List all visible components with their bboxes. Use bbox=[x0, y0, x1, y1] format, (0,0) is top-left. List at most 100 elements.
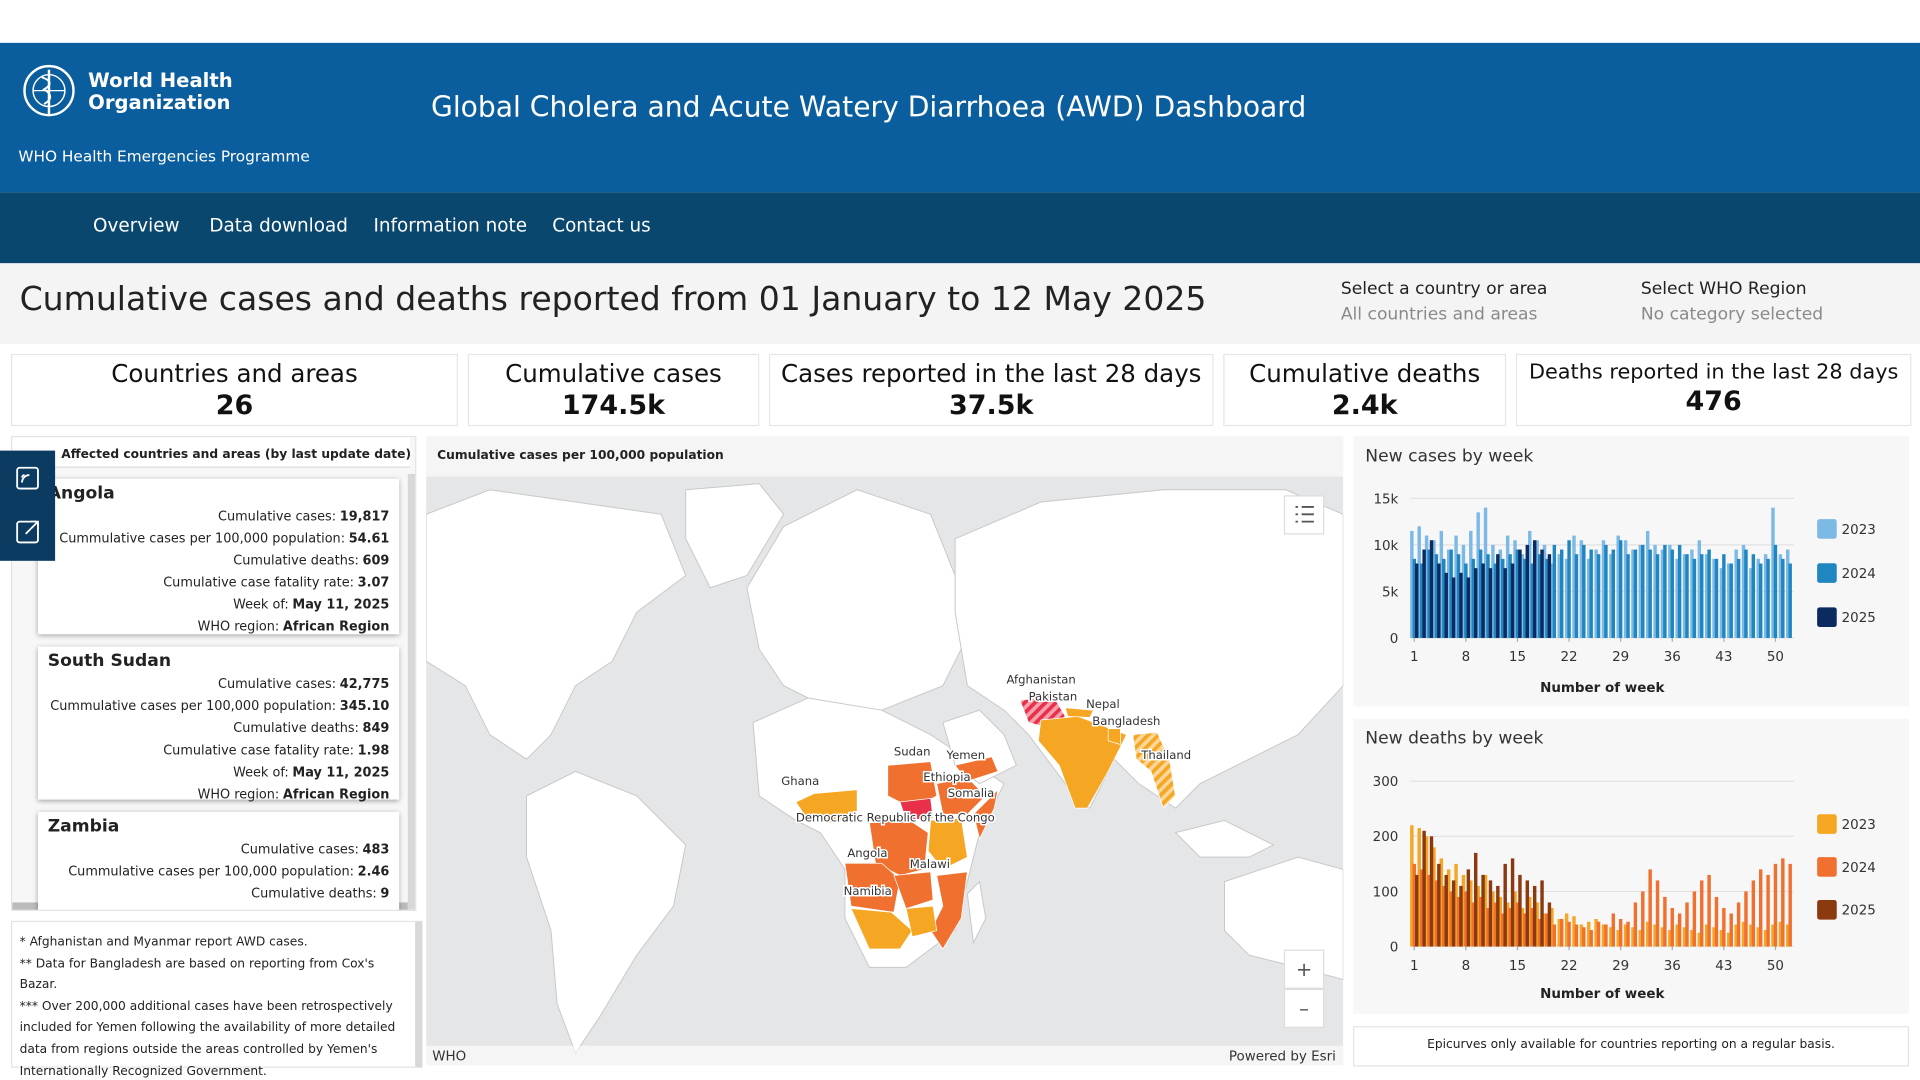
nav-link[interactable]: Overview bbox=[93, 214, 180, 237]
legend-button[interactable] bbox=[1283, 495, 1325, 535]
field-label: Cummulative cases per 100,000 population… bbox=[59, 531, 346, 547]
field-label: Cumulative cases: bbox=[240, 842, 359, 858]
org-line: World Health bbox=[88, 68, 233, 92]
map-credit: WHO bbox=[432, 1049, 466, 1064]
who-emblem bbox=[23, 64, 75, 117]
map-label: Ghana bbox=[781, 774, 819, 788]
kpi-label: Countries and areas bbox=[111, 358, 358, 389]
kpi-value: 174.5k bbox=[561, 390, 666, 422]
field: Cumulative cases: 483 bbox=[38, 839, 399, 861]
map-label: Bangladesh bbox=[1092, 714, 1160, 728]
field-label: Week of: bbox=[233, 765, 289, 780]
scrollbar[interactable] bbox=[407, 473, 416, 910]
country-name: South Sudan bbox=[47, 651, 172, 672]
field-label: Cumulative deaths: bbox=[233, 721, 359, 736]
filter-label: Select WHO Region bbox=[1640, 279, 1807, 299]
filter-label: Select a country or area bbox=[1340, 279, 1548, 299]
map-header: Cumulative cases per 100,000 population bbox=[426, 435, 1344, 477]
note: * Afghanistan and Myanmar report AWD cas… bbox=[19, 935, 308, 949]
field-label: Cumulative cases: bbox=[218, 509, 337, 525]
programme: WHO Health Emergencies Programme bbox=[18, 146, 310, 166]
zoom-controls[interactable]: + – bbox=[1283, 949, 1325, 1028]
map-label: Yemen bbox=[946, 748, 986, 762]
field-value: 849 bbox=[362, 721, 390, 736]
map-label: Nepal bbox=[1086, 697, 1120, 711]
org-name: World Health Organization bbox=[88, 68, 233, 114]
field-label: Week of: bbox=[233, 597, 289, 613]
map-label: Democratic Republic of the Congo bbox=[796, 811, 995, 825]
side-toolbar bbox=[0, 450, 56, 561]
kpi-value: 37.5k bbox=[949, 390, 1034, 422]
field-label: WHO region: bbox=[197, 619, 280, 635]
kpi-card: Cumulative cases 174.5k bbox=[467, 353, 760, 427]
country-list: Affected countries and areas (by last up… bbox=[11, 435, 417, 912]
org-line: Organization bbox=[88, 90, 231, 114]
filter[interactable]: Select WHO Region No category selected bbox=[1641, 279, 1823, 324]
chart-panel bbox=[1353, 435, 1909, 707]
field-value: 9 bbox=[380, 886, 390, 902]
map-label: Somalia bbox=[948, 786, 995, 800]
kpi-card: Cases reported in the last 28 days 37.5k bbox=[768, 353, 1214, 427]
list-header bbox=[12, 437, 411, 468]
field: Cummulative cases per 100,000 population… bbox=[38, 861, 399, 883]
notes: * Afghanistan and Myanmar report AWD cas… bbox=[11, 920, 423, 1078]
kpi-card: Deaths reported in the last 28 days 476 bbox=[1515, 353, 1912, 427]
filter-value[interactable]: All countries and areas bbox=[1340, 304, 1538, 325]
map[interactable]: Afghanistan Pakistan Nepal Bangladesh Th… bbox=[426, 476, 1344, 1066]
map-title: Cumulative cases per 100,000 population bbox=[437, 449, 724, 463]
field-value: African Region bbox=[282, 787, 390, 803]
field: Cummulative cases per 100,000 population… bbox=[38, 528, 399, 550]
field-value: African Region bbox=[282, 619, 390, 635]
list-title: Affected countries and areas (by last up… bbox=[61, 448, 412, 462]
toolbar-icons[interactable] bbox=[0, 451, 55, 561]
field: Cumulative deaths: 9 bbox=[38, 883, 399, 905]
country-card[interactable]: Angola Cumulative cases: 19,817 Cummulati… bbox=[37, 478, 400, 635]
field: Cumulative deaths: 609 bbox=[38, 550, 399, 572]
field-label: Cumulative case fatality rate: bbox=[163, 743, 354, 758]
kpi-card: Countries and areas 26 bbox=[11, 353, 458, 427]
field-value: May 11, 2025 bbox=[292, 597, 390, 613]
nav-link[interactable]: Contact us bbox=[552, 214, 651, 237]
field-value: 3.07 bbox=[357, 575, 390, 591]
country-card[interactable]: Zambia Cumulative cases: 483 Cummulative … bbox=[37, 811, 400, 910]
note: *** Over 200,000 additional cases have b… bbox=[19, 1000, 396, 1079]
field-value: 19,817 bbox=[339, 509, 390, 525]
kpi-value: 26 bbox=[215, 390, 254, 422]
field: Cumulative case fatality rate: 1.98 bbox=[38, 740, 399, 762]
note: ** Data for Bangladesh are based on repo… bbox=[19, 957, 375, 993]
zoom-in[interactable]: + bbox=[1296, 958, 1312, 981]
map-label: Sudan bbox=[894, 745, 931, 759]
nav-link[interactable]: Data download bbox=[209, 214, 348, 237]
filter-value[interactable]: No category selected bbox=[1640, 304, 1824, 325]
map-label: Pakistan bbox=[1029, 689, 1078, 703]
field-value: May 11, 2025 bbox=[292, 765, 390, 780]
field: Week of: May 11, 2025 bbox=[38, 594, 399, 616]
kpi-value: 476 bbox=[1685, 386, 1742, 418]
field: WHO region: African Region bbox=[38, 784, 399, 806]
zoom-out[interactable]: – bbox=[1299, 997, 1309, 1020]
affected-countries[interactable] bbox=[795, 695, 1176, 950]
field: Cumulative deaths: 849 bbox=[38, 718, 399, 740]
nav-link[interactable]: Information note bbox=[373, 214, 528, 237]
filter[interactable]: Select a country or area All countries a… bbox=[1341, 279, 1548, 324]
country-card[interactable]: South Sudan Cumulative cases: 42,775 Cumm… bbox=[37, 646, 400, 802]
chart-footnote: Epicurves only available for countries r… bbox=[1353, 1026, 1909, 1067]
field-value: 1.98 bbox=[357, 743, 390, 758]
map-credit[interactable]: Powered by Esri bbox=[1229, 1049, 1336, 1064]
map-label: Afghanistan bbox=[1007, 672, 1076, 686]
field-label: Cummulative cases per 100,000 population… bbox=[50, 699, 337, 714]
field: Cumulative cases: 42,775 bbox=[38, 673, 399, 695]
kpi-card: Cumulative deaths 2.4k bbox=[1223, 353, 1507, 427]
map-label: Ethiopia bbox=[923, 770, 970, 784]
header: World Health Organization WHO Health Eme… bbox=[0, 42, 1920, 193]
field: Cumulative case fatality rate: 3.07 bbox=[38, 572, 399, 594]
kpi-label: Cumulative cases bbox=[505, 358, 722, 389]
chart-panel bbox=[1353, 718, 1909, 1014]
attribution-bar bbox=[426, 1045, 1344, 1066]
field: Cummulative cases per 100,000 population… bbox=[38, 696, 399, 718]
map-labels: Afghanistan Pakistan Nepal Bangladesh Th… bbox=[780, 671, 1193, 900]
field-value: 345.10 bbox=[339, 699, 390, 714]
kpi-label: Deaths reported in the last 28 days bbox=[1528, 360, 1899, 385]
